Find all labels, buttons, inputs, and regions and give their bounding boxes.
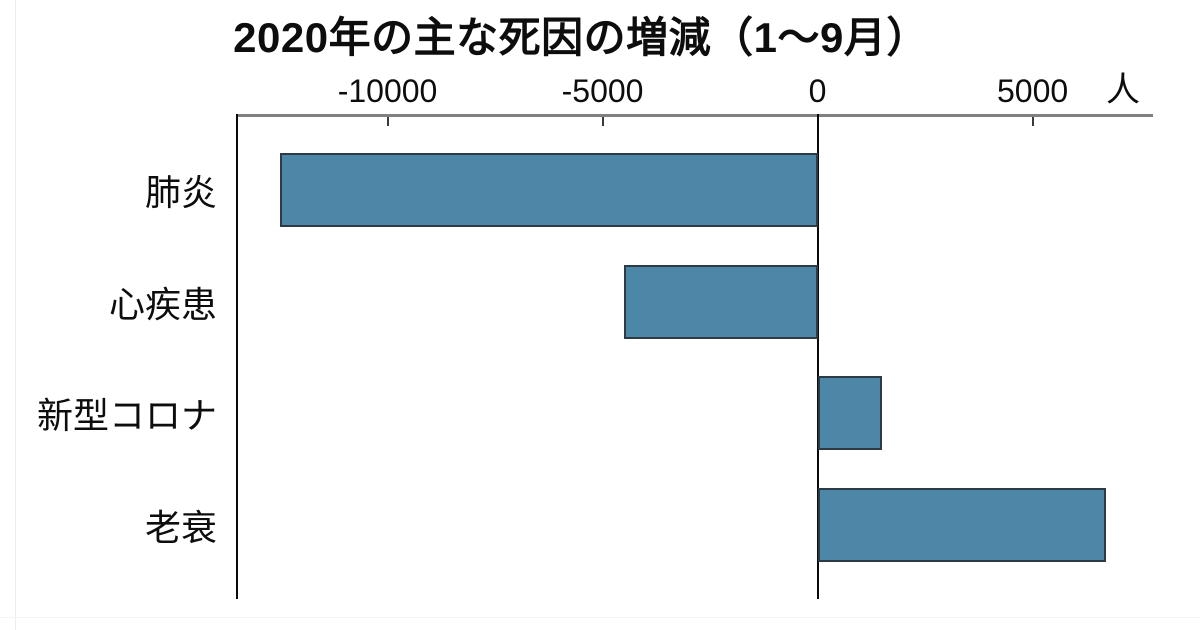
chart-title: 2020年の主な死因の増減（1〜9月） [233, 14, 929, 61]
page-edge-left-line [15, 0, 16, 630]
category-label: 新型コロナ [36, 395, 217, 437]
x-tick-label: 5000 [996, 73, 1069, 109]
x-tick-mark [1031, 117, 1034, 126]
page-edge-bottom-line [0, 617, 1200, 618]
x-tick-mark [601, 117, 604, 126]
bar-4 [817, 488, 1106, 563]
zero-baseline [816, 114, 819, 599]
axis-unit-label: 人 [1106, 71, 1140, 109]
x-tick-label: -10000 [337, 73, 438, 109]
bar-3 [817, 376, 883, 451]
x-tick-label: -5000 [561, 73, 644, 109]
x-tick-label: 0 [808, 73, 827, 109]
bar-2 [624, 264, 818, 339]
plot-left-border [236, 114, 238, 599]
category-label: 老衰 [144, 507, 217, 549]
bar-1 [280, 153, 818, 227]
x-tick-mark [386, 117, 389, 126]
category-label: 肺炎 [144, 172, 217, 213]
category-label: 心疾患 [108, 283, 217, 325]
x-axis-line [237, 114, 1153, 117]
